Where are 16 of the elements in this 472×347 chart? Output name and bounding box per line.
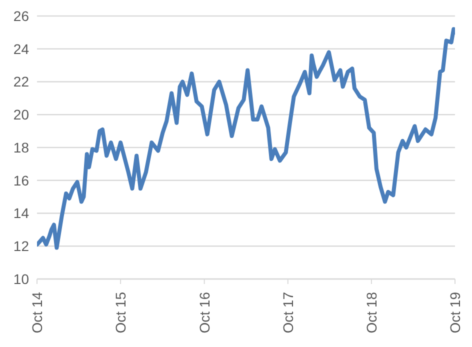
x-tick-label: Oct 16: [196, 292, 212, 334]
y-tick-label: 20: [13, 106, 30, 123]
y-tick-label: 12: [13, 238, 30, 254]
y-tick-label: 26: [13, 8, 30, 24]
y-tick-label: 10: [13, 270, 30, 287]
line-series: [37, 27, 455, 250]
y-tick-label: 16: [13, 172, 30, 188]
x-tick-label: Oct 18: [363, 292, 380, 334]
y-tick-label: 24: [13, 40, 30, 57]
x-tick-label: Oct 14: [29, 292, 45, 334]
x-tick-label: Oct 15: [112, 292, 129, 334]
y-tick-label: 18: [13, 139, 30, 156]
y-tick-label: 14: [13, 205, 30, 222]
y-tick-label: 22: [13, 74, 30, 90]
x-tick-label: Oct 19: [447, 292, 463, 334]
x-tick-label: Oct 17: [280, 292, 296, 334]
